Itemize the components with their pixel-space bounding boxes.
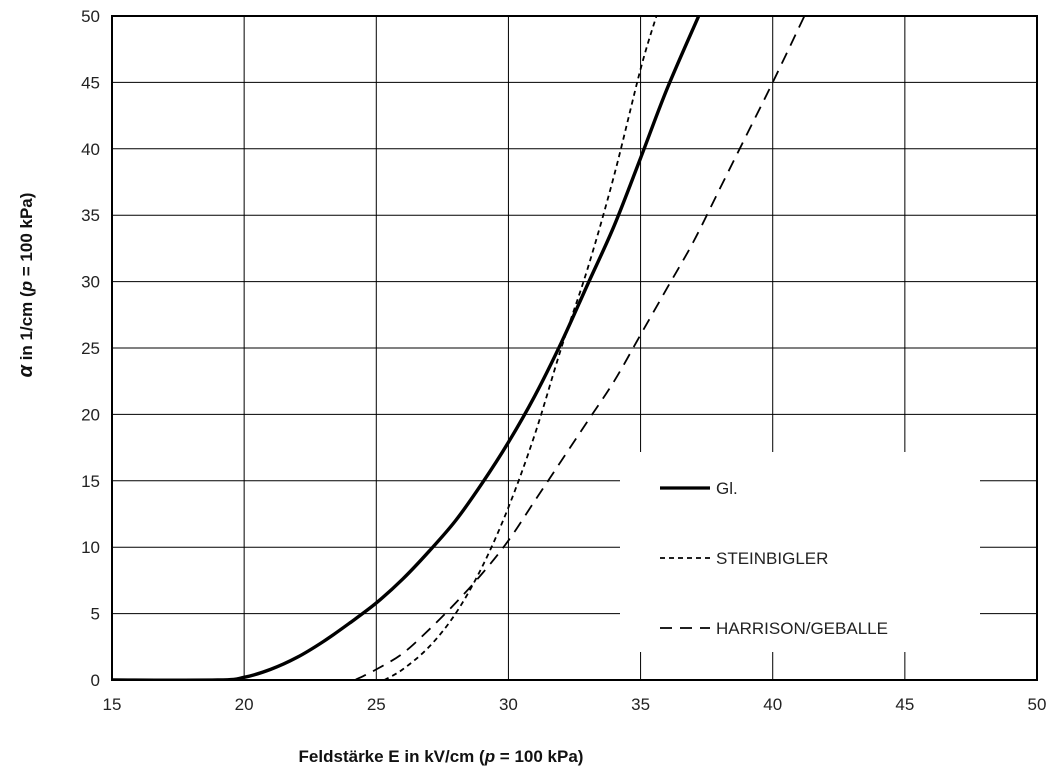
legend-box	[620, 452, 980, 652]
y-tick-label: 20	[81, 405, 100, 424]
x-axis-label: Feldstärke E in kV/cm (p = 100 kPa)	[299, 747, 584, 766]
x-tick-label: 35	[631, 695, 650, 714]
y-tick-label: 15	[81, 472, 100, 491]
grid	[111, 15, 1038, 681]
x-tick-label: 15	[103, 695, 122, 714]
x-tick-label: 40	[763, 695, 782, 714]
x-tick-label: 45	[895, 695, 914, 714]
x-tick-label: 30	[499, 695, 518, 714]
series-line-steinbigler	[383, 16, 658, 680]
y-tick-label: 10	[81, 538, 100, 557]
y-tick-label: 0	[91, 671, 100, 690]
y-tick-label: 30	[81, 273, 100, 292]
x-tick-label: 50	[1028, 695, 1047, 714]
x-tick-label: 20	[235, 695, 254, 714]
legend-label-gl: Gl.	[716, 479, 738, 498]
series-line-harrison-geballe	[354, 16, 806, 680]
y-tick-label: 5	[91, 605, 100, 624]
x-tick-label: 25	[367, 695, 386, 714]
x-tick-labels: 15 20 25 30 35 40 45 50	[103, 695, 1047, 714]
y-tick-label: 45	[81, 73, 100, 92]
legend-label-harrison-geballe: HARRISON/GEBALLE	[716, 619, 888, 638]
series-layer	[112, 16, 806, 680]
y-tick-label: 50	[81, 7, 100, 26]
series-line-gl	[112, 16, 701, 680]
y-axis-label: α in 1/cm (p = 100 kPa)	[15, 193, 37, 378]
plot-frame	[111, 15, 1038, 681]
y-tick-label: 25	[81, 339, 100, 358]
y-tick-labels: 0 5 10 15 20 25 30 35 40 45 50	[81, 7, 100, 690]
y-tick-label: 35	[81, 206, 100, 225]
legend: Gl. STEINBIGLER HARRISON/GEBALLE	[620, 452, 980, 652]
legend-label-steinbigler: STEINBIGLER	[716, 549, 828, 568]
y-tick-label: 40	[81, 140, 100, 159]
